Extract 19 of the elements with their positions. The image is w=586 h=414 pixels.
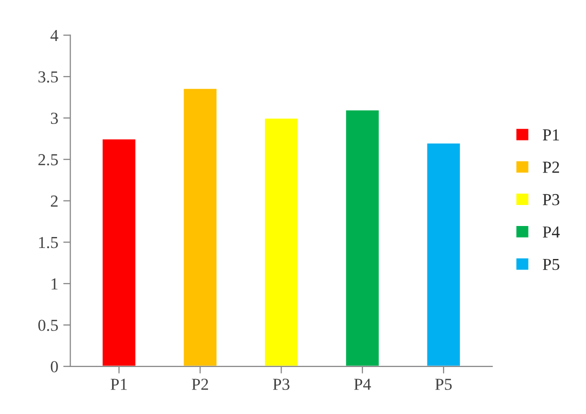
y-tick-label: 1	[52, 278, 58, 290]
y-tick-label: 2	[50, 196, 58, 207]
x-tick-label: P5	[435, 378, 452, 390]
legend-label: P1	[542, 129, 559, 140]
y-tick-label: 0	[50, 361, 58, 372]
y-tick-label: 3.5	[38, 71, 58, 83]
y-tick-label: 4	[50, 30, 58, 41]
x-tick-label: P2	[192, 378, 208, 390]
x-tick-label: P1	[110, 378, 127, 390]
y-tick-label: 0.5	[38, 320, 58, 332]
legend-label: P2	[542, 162, 560, 173]
y-tick-label: 3	[50, 112, 58, 124]
y-tick-label: 2.5	[38, 154, 58, 166]
y-tick-label: 1.5	[39, 236, 58, 248]
legend-label: P5	[542, 258, 560, 270]
legend-label: P3	[542, 194, 560, 206]
legend-label: P4	[542, 226, 560, 238]
x-tick-label: P4	[354, 378, 371, 390]
x-tick-label: P3	[272, 378, 290, 390]
